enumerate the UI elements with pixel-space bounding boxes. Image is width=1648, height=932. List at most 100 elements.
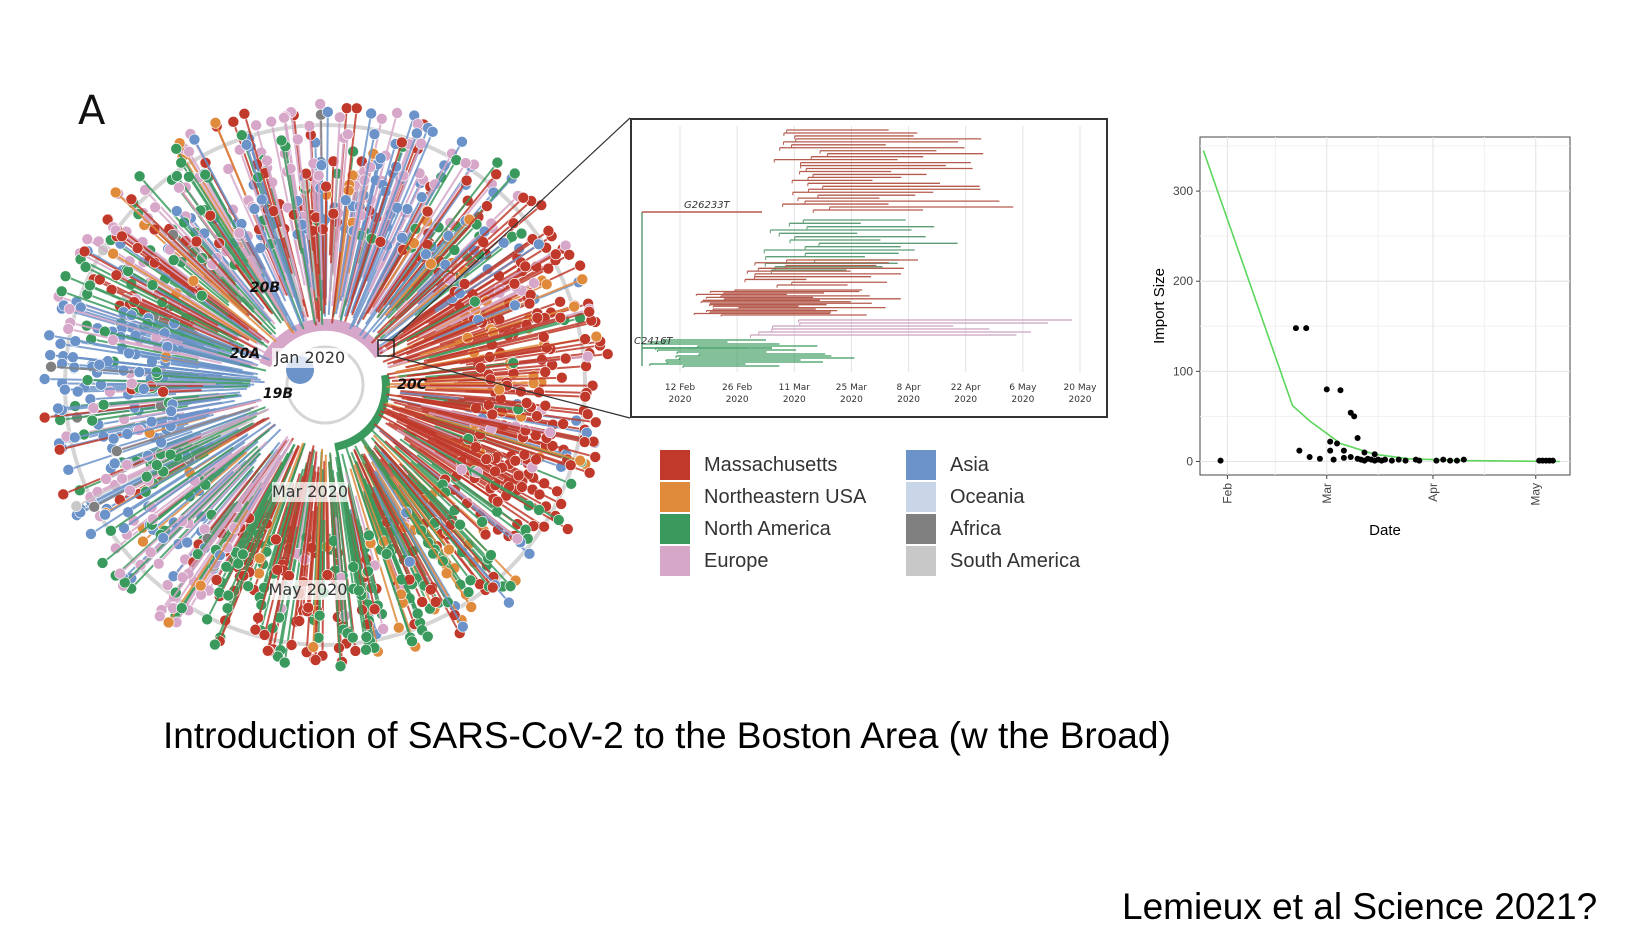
tree-tip bbox=[460, 174, 473, 187]
tree-tip bbox=[340, 102, 353, 114]
tree-branch bbox=[406, 382, 534, 386]
tree-branch bbox=[304, 184, 318, 298]
tree-tip bbox=[157, 386, 169, 398]
tree-branch bbox=[432, 222, 515, 293]
tree-tip bbox=[59, 270, 72, 283]
tree-branch bbox=[424, 413, 581, 462]
inset-year-tick: 2020 bbox=[897, 395, 920, 405]
time-label: Mar 2020 bbox=[272, 482, 348, 501]
tree-tip bbox=[175, 602, 188, 614]
data-point bbox=[1395, 456, 1402, 463]
tree-tip bbox=[555, 498, 567, 510]
tree-branch bbox=[439, 462, 499, 503]
tree-branch bbox=[349, 468, 400, 629]
tree-tip bbox=[93, 359, 106, 371]
tree-branch bbox=[434, 425, 469, 440]
tree-tip bbox=[486, 408, 499, 421]
tree-branch bbox=[402, 429, 560, 521]
tree-tip bbox=[476, 516, 488, 528]
tree-tip bbox=[95, 379, 107, 391]
tree-branch bbox=[227, 484, 281, 596]
tree-branch bbox=[112, 339, 222, 365]
tree-tip bbox=[559, 352, 572, 365]
tree-tip bbox=[539, 366, 552, 378]
tree-branch bbox=[150, 378, 243, 384]
y-tick-label: 300 bbox=[1173, 184, 1193, 198]
tree-branch bbox=[358, 143, 397, 269]
tree-tip bbox=[52, 402, 64, 415]
data-point bbox=[1447, 457, 1454, 464]
tree-branch bbox=[119, 242, 262, 342]
zoom-box bbox=[377, 339, 395, 357]
tree-branch bbox=[356, 518, 379, 606]
legend-swatch bbox=[660, 450, 690, 480]
tree-branch bbox=[389, 461, 496, 586]
tree-branch bbox=[133, 301, 258, 357]
tree-tip bbox=[574, 259, 586, 272]
tree-branch bbox=[162, 422, 255, 473]
tree-branch bbox=[386, 385, 500, 391]
tree-branch bbox=[105, 408, 270, 480]
tree-tip bbox=[576, 273, 589, 286]
tree-branch bbox=[241, 506, 267, 555]
tree-branch bbox=[289, 168, 305, 248]
data-point bbox=[1361, 449, 1368, 456]
tree-branch bbox=[387, 223, 478, 319]
tree-tip bbox=[360, 631, 373, 643]
tree-tip bbox=[509, 299, 521, 312]
inset-year-tick: 2020 bbox=[669, 395, 692, 405]
tree-tip bbox=[68, 431, 81, 444]
tree-branch bbox=[288, 445, 315, 577]
tree-tip bbox=[151, 459, 163, 471]
tree-branch bbox=[435, 440, 496, 473]
tree-tip bbox=[108, 457, 121, 470]
tree-tip bbox=[57, 488, 70, 501]
tree-branch bbox=[431, 462, 498, 513]
tree-tip bbox=[443, 543, 455, 556]
tree-tip bbox=[392, 621, 405, 634]
tree-branch bbox=[264, 172, 291, 259]
tree-branch bbox=[151, 284, 236, 335]
tree-tip bbox=[508, 277, 521, 290]
tree-tip bbox=[339, 194, 352, 206]
tree-tip bbox=[463, 213, 476, 226]
data-point bbox=[1327, 447, 1334, 454]
tree-tip bbox=[118, 576, 131, 589]
tree-branches bbox=[38, 98, 614, 672]
tree-tip bbox=[110, 269, 123, 282]
tree-branch bbox=[433, 304, 516, 341]
tree-tip bbox=[374, 152, 387, 165]
legend-item: Europe bbox=[660, 546, 769, 576]
tree-tip bbox=[479, 528, 492, 541]
tree-tip bbox=[515, 227, 528, 240]
tree-tip bbox=[38, 411, 51, 424]
inset-date-tick: 26 Feb bbox=[722, 383, 753, 393]
tree-branch bbox=[410, 282, 515, 341]
tree-branch bbox=[89, 284, 196, 331]
tree-branch bbox=[61, 290, 233, 353]
inset-year-tick: 2020 bbox=[783, 395, 806, 405]
tree-tip bbox=[342, 128, 354, 141]
tree-tip bbox=[167, 254, 180, 266]
tree-tip bbox=[242, 580, 254, 593]
tree-branch bbox=[260, 199, 305, 323]
tree-branch bbox=[276, 496, 298, 571]
tree-branch bbox=[375, 172, 421, 271]
tree-tip bbox=[556, 371, 568, 384]
tree-tip bbox=[574, 454, 586, 467]
inset-date-tick: 8 Apr bbox=[896, 383, 920, 393]
tree-branch bbox=[396, 300, 476, 346]
tree-tip bbox=[227, 116, 240, 128]
data-point bbox=[1440, 456, 1447, 463]
data-point bbox=[1382, 456, 1388, 463]
tree-branch bbox=[188, 436, 231, 461]
inset-date-tick: 22 Apr bbox=[951, 383, 981, 393]
tree-tip bbox=[368, 128, 381, 140]
tree-tip bbox=[538, 520, 550, 533]
tree-tip bbox=[270, 533, 282, 546]
tree-tip bbox=[457, 620, 469, 633]
tree-branch bbox=[325, 496, 329, 575]
legend-swatch bbox=[660, 482, 690, 512]
tree-tip bbox=[45, 360, 57, 373]
